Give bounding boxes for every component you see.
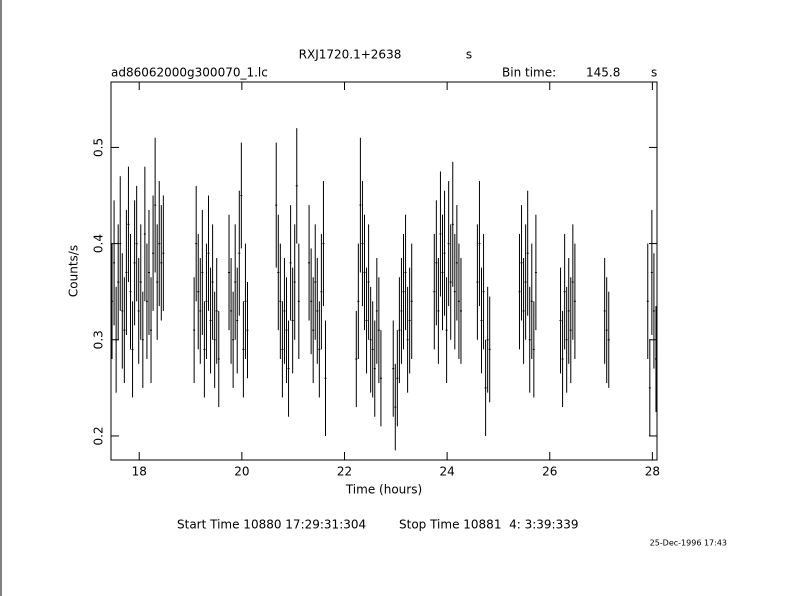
x-tick-label: 18 [132,465,147,479]
x-tick-label: 20 [234,465,249,479]
y-tick-label: 0.3 [92,330,106,349]
bin-time-unit: s [651,66,657,80]
x-tick-label: 26 [542,465,557,479]
timestamp: 25-Dec-1996 17:43 [650,539,727,548]
plot-frame [110,81,658,461]
bin-time: 145.8 [586,66,620,80]
title-unit: s [466,48,472,62]
chart-title: RXJ1720.1+2638 [299,48,402,62]
x-axis-label: Time (hours) [345,483,422,497]
y-tick-label: 0.4 [92,234,106,253]
y-axis-label: Counts/s [67,245,81,297]
stop-time: Stop Time 10881 4: 3:39:339 [399,518,578,532]
x-tick-label: 22 [337,465,352,479]
subtitle: ad86062000g300070_1.lc [111,66,268,80]
x-tick-label: 24 [439,465,454,479]
x-tick-label: 28 [645,465,660,479]
y-tick-label: 0.2 [92,426,106,445]
y-tick-label: 0.5 [92,138,106,157]
start-time: Start Time 10880 17:29:31:304 [177,518,366,532]
bin-time-label: Bin time: [502,66,556,80]
